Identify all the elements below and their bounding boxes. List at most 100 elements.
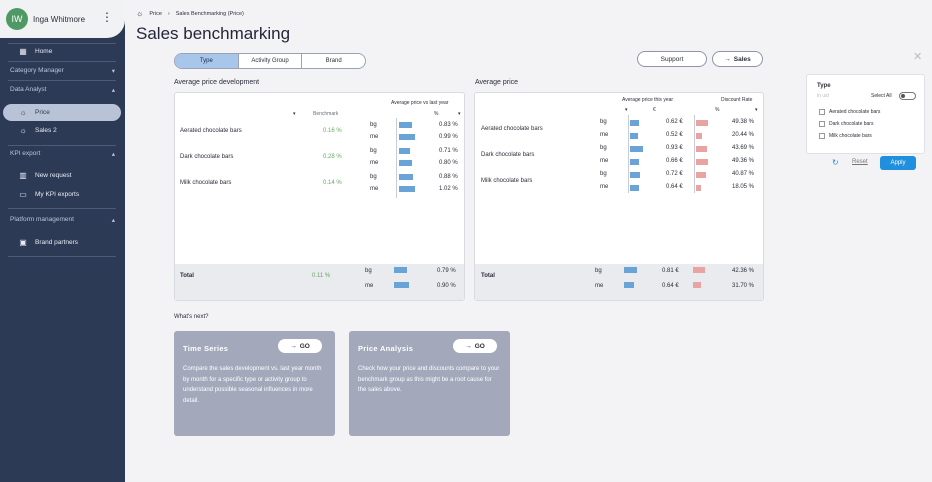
bg-label: bg [365,268,372,274]
me-price: 0.64 € [666,184,683,190]
row-label: Milk chocolate bars [481,178,533,184]
panel-title: Average price development [174,79,260,86]
benchmark-value: 0.16 % [323,128,342,134]
col-benchmark-header: Benchmark [313,111,339,117]
checkbox[interactable] [819,109,825,115]
go-button[interactable]: → GO [453,339,497,353]
sidebar-section-data-analyst[interactable]: Data Analyst ▴ [10,86,115,94]
sidebar-item-label: Sales 2 [35,127,57,134]
sidebar-item-price[interactable]: ☼ Price [3,104,121,121]
chevron-up-icon: ▴ [111,151,115,158]
me-price: 0.52 € [666,132,683,138]
row-label: Dark chocolate bars [481,152,535,158]
chevron-up-icon: ▴ [111,87,115,94]
breadcrumb-root[interactable]: Price [149,10,162,17]
breadcrumb: ☼ Price › Sales Benchmarking (Price) [136,9,244,18]
checkbox[interactable] [819,133,825,139]
close-icon[interactable]: ✕ [913,51,923,63]
chevron-down-icon[interactable]: ▾ [458,111,461,117]
sidebar-item-new-request[interactable]: ▥ New request [0,167,125,184]
me-value: 1.02 % [439,186,458,192]
more-menu-icon[interactable]: ⋮ [101,10,113,24]
bg-price: 0.62 € [666,119,683,125]
bg-disc: 40.87 % [732,171,755,177]
avg-price-panel: Average price this year Discount Rate ▾ … [474,92,764,301]
sun-icon: ☼ [19,108,27,117]
card-text: Check how your price and discounts compa… [358,366,500,393]
sales-button-label: Sales [733,55,751,63]
price-analysis-card: Price Analysis → GO Check how your price… [349,331,510,436]
filter-hint: in ust [817,93,829,99]
bar-me [399,134,415,140]
whats-next-heading: What's next? [174,314,209,320]
me-value: 0.99 % [439,134,458,140]
folder-icon: ▭ [19,190,27,199]
tab-brand[interactable]: Brand [325,58,342,64]
sidebar: IW Inga Whitmore ⋮ ▦ Home Category Manag… [0,0,125,482]
bar-bg-disc [696,146,707,152]
bg-label: bg [595,268,602,274]
sidebar-section-category-manager[interactable]: Category Manager ▾ [10,67,115,75]
divider [8,61,116,62]
sidebar-item-my-kpi-exports[interactable]: ▭ My KPI exports [0,186,125,203]
bar-bg-price [630,172,640,178]
reset-link[interactable]: Reset [852,159,868,165]
sidebar-section-platform-management[interactable]: Platform management ▴ [10,216,115,224]
breadcrumb-current: Sales Benchmarking (Price) [175,10,244,17]
total-row: Total 0.11 % bg 0.79 % me 0.90 % [175,264,464,300]
checkbox[interactable] [819,121,825,127]
tab-type[interactable]: Type [175,54,239,68]
option-label: Milk chocolate bars [829,133,872,139]
divider [8,145,116,146]
sidebar-item-brand-partners[interactable]: ▣ Brand partners [0,234,125,251]
chevron-down-icon[interactable]: ▾ [625,107,628,113]
bar-bg-price [624,267,637,273]
benchmark-value: 0.14 % [323,180,342,186]
me-label: me [600,184,609,190]
user-name: Inga Whitmore [33,14,86,24]
select-all-toggle[interactable] [899,92,916,100]
total-benchmark: 0.11 % [312,273,331,279]
row-label: Aerated chocolate bars [180,128,242,134]
bar-me-disc [696,133,702,139]
bg-price: 0.72 € [666,171,683,177]
page-title: Sales benchmarking [136,24,291,43]
me-label: me [370,186,379,192]
me-disc: 20.44 % [732,132,755,138]
sales-button[interactable]: → Sales [712,51,763,67]
me-label: me [365,283,374,289]
sun-icon: ☼ [19,126,27,135]
go-button[interactable]: → GO [278,339,322,353]
bg-label: bg [370,174,377,180]
bar-me-disc [693,282,701,288]
tab-activity-group[interactable]: Activity Group [239,54,303,68]
card-title: Time Series [183,344,229,353]
bar-me-disc [696,185,701,191]
bar-me [399,160,412,166]
sidebar-item-label: My KPI exports [35,191,80,198]
bg-label: bg [600,145,607,151]
col-disc-header: Discount Rate [721,97,753,103]
bg-disc: 49.38 % [732,119,755,125]
chevron-down-icon[interactable]: ▾ [755,107,758,113]
row-label: Dark chocolate bars [180,154,234,160]
bg-value: 0.79 % [437,268,456,274]
sidebar-section-kpi-export[interactable]: KPI export ▴ [10,150,115,158]
breadcrumb-separator: › [167,10,170,17]
grid-icon: ▦ [19,47,27,56]
sidebar-item-label: Price [35,109,50,116]
sidebar-item-sales-2[interactable]: ☼ Sales 2 [0,122,125,139]
apply-button[interactable]: Apply [880,156,916,170]
me-disc: 49.36 % [732,158,755,164]
sidebar-item-home[interactable]: ▦ Home [0,43,125,60]
bg-value: 0.83 % [439,122,458,128]
sort-icon[interactable]: ▾ [293,111,296,117]
support-button[interactable]: Support [637,51,707,67]
bg-price: 0.93 € [666,145,683,151]
user-card[interactable]: IW Inga Whitmore ⋮ [0,0,125,38]
bar-me [394,282,409,288]
bg-disc: 43.69 % [732,145,755,151]
me-label: me [600,132,609,138]
refresh-icon[interactable]: ↻ [832,158,839,167]
